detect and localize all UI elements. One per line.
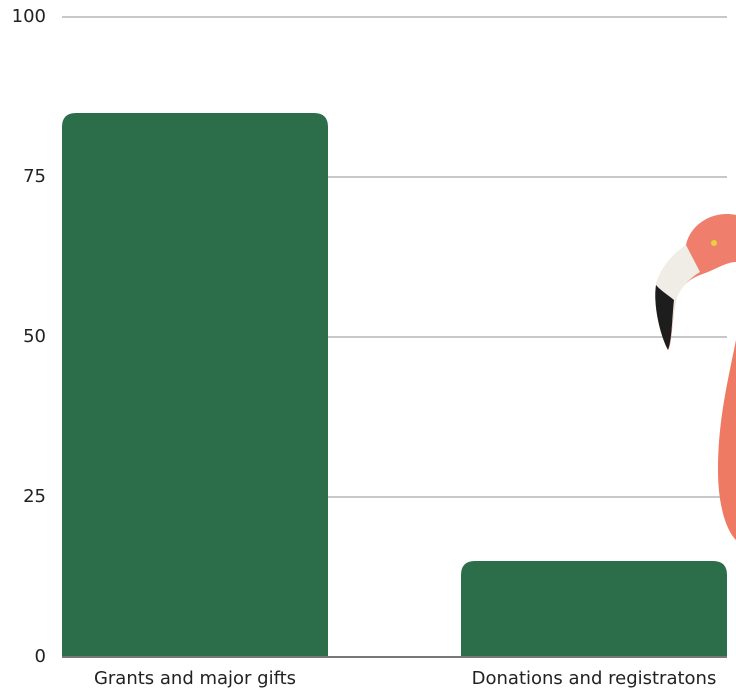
y-tick-label: 100	[12, 6, 46, 27]
flamingo-illustration	[655, 214, 736, 540]
bar	[62, 113, 328, 657]
y-tick-label: 75	[23, 166, 46, 187]
x-tick-label: Donations and registratons	[472, 668, 717, 689]
bars	[62, 113, 727, 657]
flamingo-neck	[718, 340, 736, 540]
flamingo-beak-tip	[655, 285, 674, 350]
y-tick-label: 0	[35, 646, 46, 667]
flamingo-head	[655, 214, 736, 350]
x-tick-label: Grants and major gifts	[94, 668, 296, 689]
y-tick-label: 50	[23, 326, 46, 347]
y-tick-label: 25	[23, 486, 46, 507]
flamingo-eye	[711, 240, 717, 246]
bar	[461, 561, 727, 657]
